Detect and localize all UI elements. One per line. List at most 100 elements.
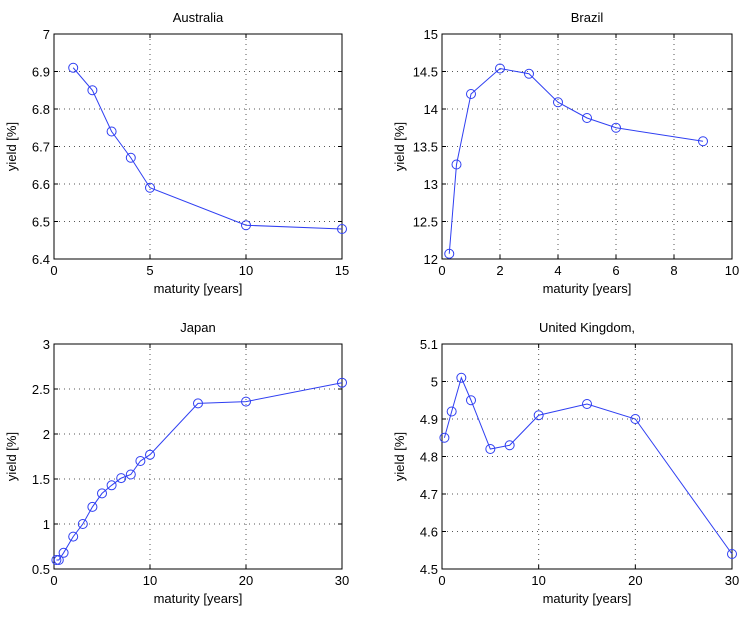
data-point: [77, 519, 88, 529]
data-point: [582, 113, 592, 123]
y-tick-label: 5: [431, 375, 438, 390]
x-tick-label: 20: [628, 573, 642, 588]
data-point: [87, 501, 98, 512]
data-point: [451, 159, 462, 170]
chart-panel-1: 0 5 10 15 6.4 6.5 6.6 6.7 6.8 6.9 7 Australia maturi…: [4, 10, 349, 296]
data-point: [466, 395, 476, 406]
x-axis-label: maturity [years]: [154, 591, 243, 606]
x-axis-label: maturity [years]: [543, 591, 632, 606]
y-tick-label: 15: [424, 27, 438, 42]
data-point: [611, 122, 621, 133]
data-point: [698, 136, 708, 147]
series-line: [56, 382, 343, 561]
x-axis-label: maturity [years]: [543, 281, 632, 296]
x-tick-label: 30: [725, 573, 739, 588]
x-tick-label: 10: [531, 573, 545, 588]
x-tick-label: 20: [239, 573, 253, 588]
y-tick-label: 13.5: [413, 140, 438, 155]
data-point: [135, 456, 146, 466]
data-point: [53, 555, 64, 565]
y-tick-label: 2: [43, 427, 50, 442]
x-tick-label: 10: [143, 573, 157, 588]
series-line: [448, 67, 704, 254]
x-tick-label: 10: [239, 263, 253, 278]
x-tick-label: 15: [335, 263, 349, 278]
x-tick-label: 0: [438, 573, 445, 588]
data-point: [125, 469, 136, 480]
data-point: [337, 377, 347, 388]
y-axis-label: yield [%]: [4, 432, 19, 481]
series-line: [72, 67, 343, 230]
data-point: [727, 549, 737, 559]
data-point: [466, 89, 476, 99]
y-tick-label: 12.5: [413, 215, 438, 230]
x-tick-label: 0: [50, 263, 57, 278]
x-tick-label: 30: [335, 573, 349, 588]
series-line: [443, 376, 733, 555]
data-point: [68, 62, 79, 73]
y-tick-label: 3: [43, 337, 50, 352]
y-tick-label: 12: [424, 252, 438, 267]
x-tick-label: 0: [50, 573, 57, 588]
data-point: [145, 449, 155, 460]
y-tick-label: 14: [424, 102, 438, 117]
y-axis-label: yield [%]: [4, 122, 19, 171]
data-point: [446, 406, 457, 417]
x-tick-label: 8: [670, 263, 677, 278]
chart-panel-2: 0 2 4 6 8 10 12 12.5 13 13.5 14 14.5 15 Brazil maturit…: [392, 10, 739, 296]
y-tick-label: 0.5: [32, 562, 50, 577]
data-point: [456, 372, 467, 383]
chart-title: Japan: [180, 320, 215, 335]
data-point: [582, 399, 592, 409]
data-point: [533, 410, 544, 421]
data-point: [58, 547, 69, 558]
data-point: [439, 432, 450, 443]
data-point: [106, 480, 117, 491]
y-tick-label: 4.5: [420, 562, 438, 577]
data-point: [51, 555, 62, 565]
y-tick-label: 6.6: [32, 177, 50, 192]
x-axis-label: maturity [years]: [154, 281, 243, 296]
data-point: [485, 444, 496, 454]
y-axis-label: yield [%]: [392, 122, 407, 171]
data-point: [241, 220, 251, 231]
data-point: [193, 398, 203, 409]
x-tick-label: 4: [554, 263, 561, 278]
y-tick-label: 4.6: [420, 525, 438, 540]
data-point: [116, 473, 127, 484]
data-point: [68, 531, 79, 542]
y-tick-label: 6.9: [32, 65, 50, 80]
data-point: [125, 152, 136, 163]
data-point: [495, 63, 505, 74]
x-tick-label: 5: [146, 263, 153, 278]
y-tick-label: 6.8: [32, 102, 50, 117]
y-tick-label: 6.5: [32, 215, 50, 230]
x-tick-label: 2: [496, 263, 503, 278]
y-tick-label: 5.1: [420, 337, 438, 352]
data-point: [87, 85, 98, 96]
y-tick-label: 7: [43, 27, 50, 42]
data-point: [241, 396, 251, 407]
y-tick-label: 2.5: [32, 382, 50, 397]
x-tick-label: 6: [612, 263, 619, 278]
data-point: [97, 488, 107, 499]
y-axis-label: yield [%]: [392, 432, 407, 481]
data-point: [145, 182, 155, 193]
y-tick-label: 6.4: [32, 252, 50, 267]
chart-panel-4: 0 10 20 30 4.5 4.6 4.7 4.8 4.9 5 5.1 United Kingdom…: [392, 320, 739, 606]
plot-frame: [53, 343, 343, 570]
y-tick-label: 6.7: [32, 140, 50, 155]
y-tick-label: 4.8: [420, 450, 438, 465]
y-tick-label: 14.5: [413, 65, 438, 80]
y-tick-label: 13: [424, 177, 438, 192]
chart-title: United Kingdom,: [539, 320, 635, 335]
y-tick-label: 1.5: [32, 472, 50, 487]
y-tick-label: 4.7: [420, 487, 438, 502]
data-point: [444, 248, 455, 259]
x-tick-label: 10: [725, 263, 739, 278]
chart-title: Brazil: [571, 10, 604, 25]
chart-title: Australia: [173, 10, 224, 25]
data-point: [630, 414, 641, 424]
